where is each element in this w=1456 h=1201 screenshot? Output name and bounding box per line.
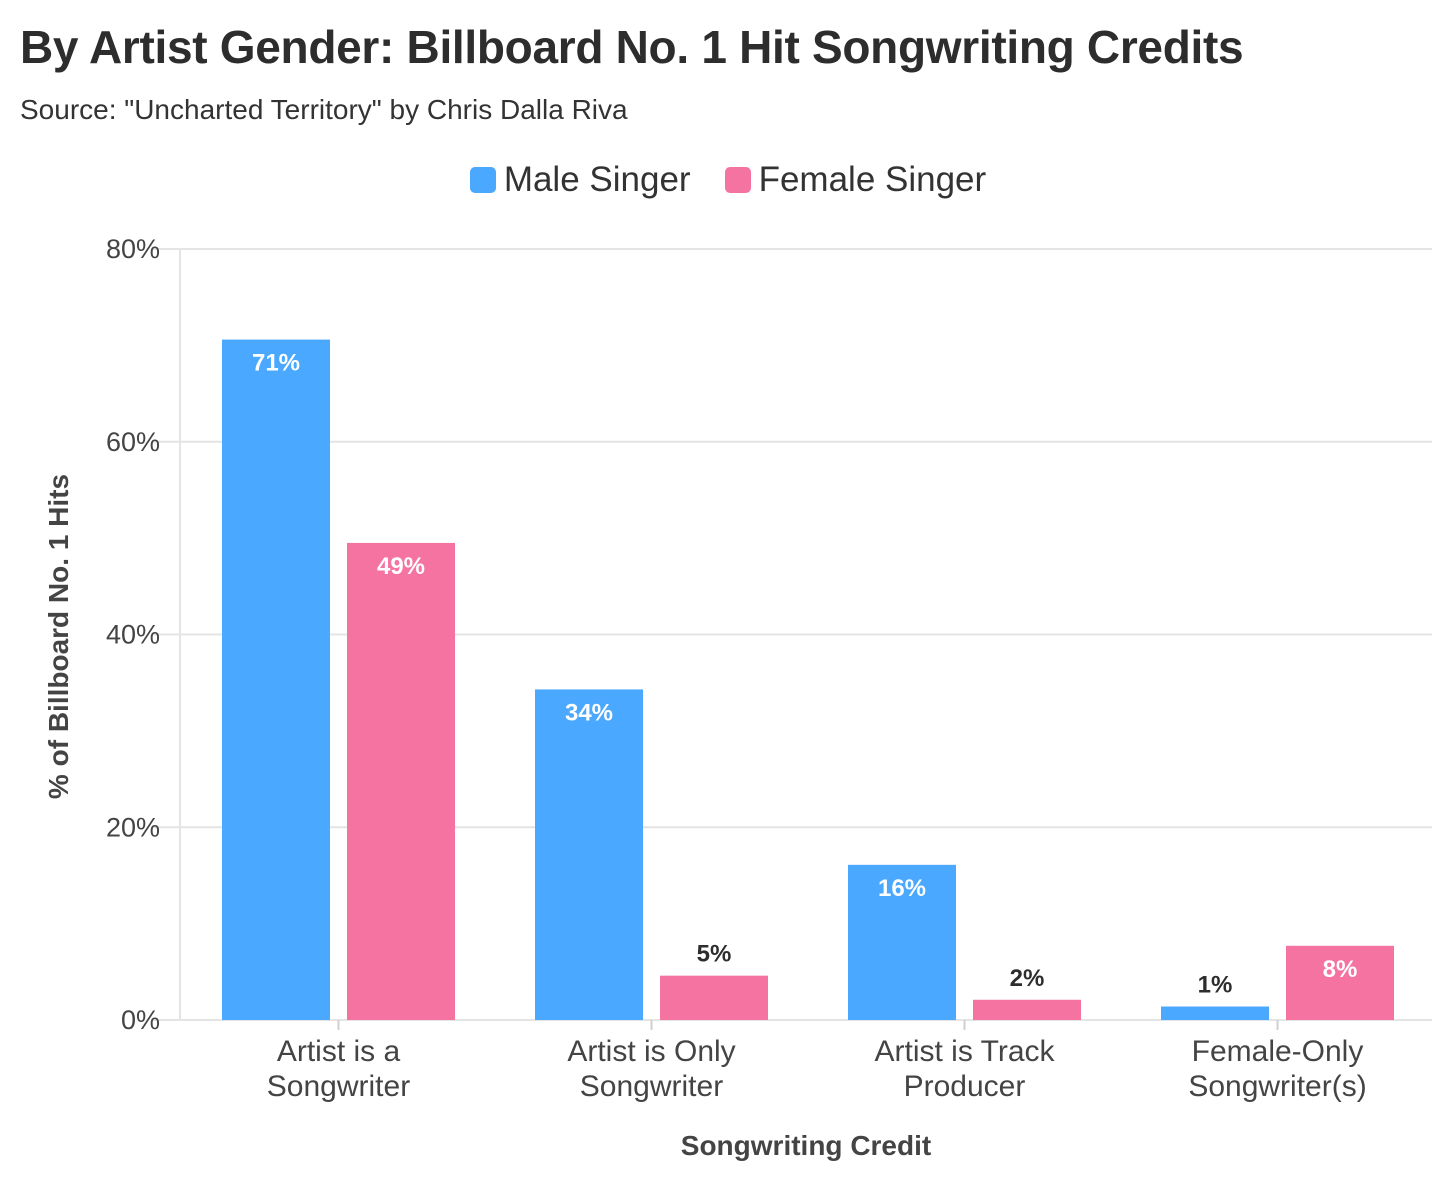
y-tick-label: 0% [121,1005,160,1035]
bar-female [347,542,455,1020]
gridlines [153,248,1432,1021]
data-label: 16% [878,875,926,902]
data-label: 1% [1198,972,1233,999]
bar-male [222,339,330,1020]
x-axis-title: Songwriting Credit [681,1130,931,1161]
y-axis-ticks: 0% 20% 40% 60% 80% [106,234,160,1035]
legend: Male Singer Female Singer [0,160,1456,200]
bar-female [660,975,768,1020]
y-tick-label: 60% [106,427,160,457]
x-tick-label: Artist is a Songwriter [267,1035,410,1103]
legend-item-female: Female Singer [724,160,987,200]
x-tick-label: Artist is Track Producer [874,1035,1055,1103]
y-tick-label: 80% [106,234,160,264]
legend-label-male: Male Singer [503,160,691,199]
data-labels: 71% 49% 34% 5% 16% 2% 1% 8% [249,347,1359,999]
x-tick-label: Artist is Only Songwriter [567,1035,735,1103]
bar-male [1161,1006,1269,1020]
bars [222,339,1394,1020]
data-label: 34% [565,699,613,726]
y-axis-title: % of Billboard No. 1 Hits [43,474,74,799]
data-label: 49% [377,553,425,580]
chart-title: By Artist Gender: Billboard No. 1 Hit So… [20,21,1244,73]
data-label: 8% [1323,956,1358,983]
legend-swatch-female [724,167,751,193]
bar-male [535,689,643,1020]
x-axis-ticks: Artist is a Songwriter Artist is Only Songw… [267,1020,1367,1103]
y-tick-label: 20% [106,812,160,842]
legend-label-female: Female Singer [758,160,987,199]
chart-subtitle: Source: "Uncharted Territory" by Chris D… [20,94,628,125]
bar-female [973,999,1081,1020]
y-tick-label: 40% [106,620,160,650]
data-label: 2% [1010,965,1045,992]
bar-female [1286,945,1394,1020]
bar-male [848,864,956,1020]
data-label: 5% [697,941,732,968]
x-tick-label: Female-Only Songwriter(s) [1188,1035,1366,1103]
legend-item-male: Male Singer [469,160,691,200]
legend-swatch-male [469,167,496,193]
data-label: 71% [252,350,300,377]
